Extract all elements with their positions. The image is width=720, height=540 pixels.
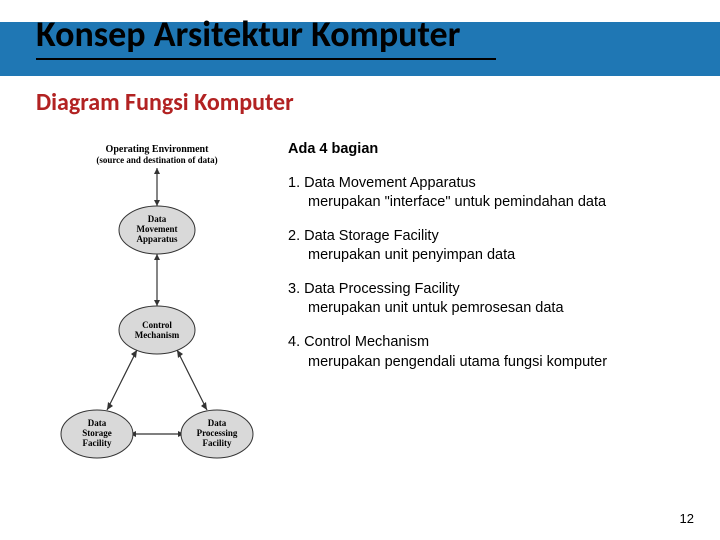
item-num: 1.	[288, 175, 300, 191]
list-item: 4. Control Mechanism merupakan pengendal…	[288, 333, 698, 372]
item-label: Data Movement Apparatus	[304, 175, 476, 191]
item-label: Data Storage Facility	[304, 228, 439, 244]
node1-l2: Movement	[137, 224, 178, 234]
node1-l1: Data	[148, 214, 167, 224]
item-num: 2.	[288, 228, 300, 244]
node4-l3: Facility	[203, 438, 232, 448]
arrowhead-up-1	[154, 168, 160, 174]
arrowhead-up-2	[154, 254, 160, 260]
page-number: 12	[680, 511, 694, 526]
list-item: 2. Data Storage Facility merupakan unit …	[288, 227, 698, 266]
node3-l3: Facility	[83, 438, 112, 448]
svg-text:(source and destination of dat: (source and destination of data)	[96, 155, 217, 165]
item-desc: merupakan unit untuk pemrosesan data	[288, 299, 698, 319]
node2-l1: Control	[142, 320, 172, 330]
title-underline	[36, 58, 496, 60]
item-num: 3.	[288, 281, 300, 297]
subtitle: Diagram Fungsi Komputer	[36, 88, 294, 117]
list-item: 1. Data Movement Apparatus merupakan "in…	[288, 174, 698, 213]
arrowhead-down-1	[154, 200, 160, 206]
connector-node2-node4	[177, 350, 207, 410]
item-desc: merupakan pengendali utama fungsi komput…	[288, 353, 698, 373]
env-label-2: (source and destination of data)	[96, 155, 217, 165]
item-num: 4.	[288, 334, 300, 350]
item-label: Control Mechanism	[304, 334, 429, 350]
node3-l1: Data	[88, 418, 107, 428]
connector-node2-node3	[107, 350, 137, 410]
list-item: 3. Data Processing Facility merupakan un…	[288, 280, 698, 319]
node4-l1: Data	[208, 418, 227, 428]
node1-l3: Apparatus	[136, 234, 178, 244]
svg-text:Operating Environment: Operating Environment	[106, 144, 210, 155]
content-area: Ada 4 bagian 1. Data Movement Apparatus …	[288, 140, 698, 386]
node4-l2: Processing	[197, 428, 238, 438]
function-diagram: Operating Environment (source and destin…	[52, 140, 262, 480]
item-label: Data Processing Facility	[304, 281, 460, 297]
content-heading: Ada 4 bagian	[288, 140, 698, 160]
env-label-1: Operating Environment	[106, 144, 210, 155]
node2-l2: Mechanism	[135, 330, 180, 340]
item-desc: merupakan unit penyimpan data	[288, 246, 698, 266]
item-desc: merupakan "interface" untuk pemindahan d…	[288, 193, 698, 213]
page-title: Konsep Arsitektur Komputer	[36, 12, 460, 56]
node3-l2: Storage	[82, 428, 112, 438]
arrowhead-down-2	[154, 300, 160, 306]
